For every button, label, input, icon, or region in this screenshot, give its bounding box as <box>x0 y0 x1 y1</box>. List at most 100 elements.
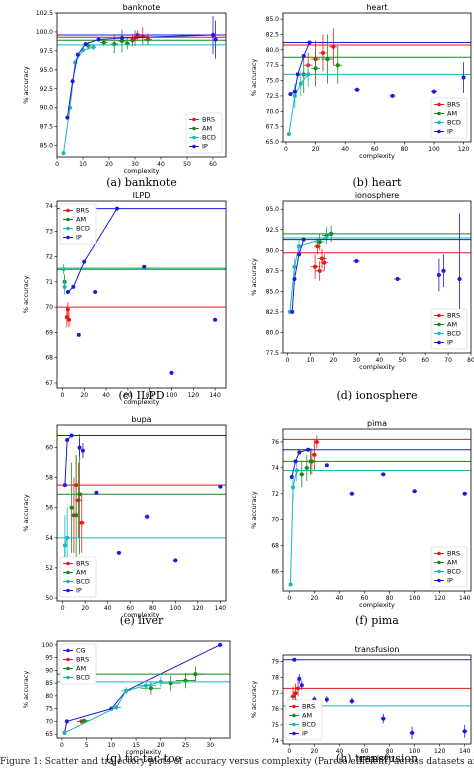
data-point-IP <box>295 72 300 77</box>
data-point-BCD <box>158 679 163 684</box>
legend-label: BCD <box>76 225 90 233</box>
y-tick-label: 90.0 <box>40 105 54 112</box>
data-point-AM <box>82 718 87 723</box>
data-point-IP <box>355 87 360 92</box>
y-tick-label: 92.5 <box>40 86 54 93</box>
y-axis-label: % accuracy <box>250 59 258 97</box>
legend-label: IP <box>76 587 82 595</box>
plot-frame <box>282 428 472 592</box>
y-axis-label: % accuracy <box>22 276 30 314</box>
x-tick-label: 10 <box>108 742 116 749</box>
panel-caption: (d) ionosphere <box>336 389 417 402</box>
legend-label: AM <box>447 321 457 329</box>
data-point-BCD <box>62 543 67 548</box>
data-point-BCD <box>114 705 119 710</box>
plot-frame <box>282 200 472 354</box>
legend-label: IP <box>202 143 208 151</box>
data-point-IP <box>461 75 466 80</box>
data-point-IP <box>297 450 302 455</box>
y-tick-label: 72 <box>271 491 279 498</box>
data-point-AM <box>325 57 330 62</box>
plot-area <box>57 206 226 375</box>
panel-caption: (b) heart <box>353 176 403 189</box>
plot-area <box>283 435 471 587</box>
x-tick-label: 120 <box>188 392 200 399</box>
data-point-BCD <box>143 683 148 688</box>
legend-label: IP <box>76 234 82 242</box>
x-tick-label: 40 <box>157 161 165 168</box>
x-tick-label: 20 <box>81 605 89 612</box>
chart-title: ILPD <box>133 191 151 200</box>
data-point-IP <box>301 237 306 242</box>
legend-swatch-marker <box>66 579 70 584</box>
x-tick-label: 20 <box>312 146 320 153</box>
data-point-IP <box>69 433 74 438</box>
y-axis-label: % accuracy <box>22 66 30 104</box>
data-point-AM <box>329 231 334 236</box>
chart-panel-0: banknote complexity % accuracy 0 10 20 30 40 50 6… <box>22 3 227 189</box>
legend-box <box>430 97 468 139</box>
y-tick-label: 100.0 <box>36 29 53 36</box>
data-point-IP <box>71 284 76 289</box>
data-point-IP <box>293 459 298 464</box>
y-tick-label: 85.0 <box>40 143 54 150</box>
y-tick-label: 102.5 <box>36 10 53 17</box>
data-point-IP <box>290 309 295 314</box>
legend-box <box>430 308 468 350</box>
legend-swatch-marker <box>66 648 70 653</box>
data-point-BRS <box>320 50 325 55</box>
data-point-BCD <box>91 45 96 50</box>
data-point-BRS <box>291 694 296 699</box>
data-point-IP <box>462 491 467 496</box>
legend-box <box>285 699 323 741</box>
legend-label: AM <box>302 712 312 720</box>
x-tick-label: 40 <box>341 146 349 153</box>
data-point-IP <box>349 491 354 496</box>
y-axis-label: % accuracy <box>22 671 30 709</box>
x-tick-label: 60 <box>361 595 369 602</box>
panel-caption: (h) transfusion <box>336 752 418 765</box>
chart-panel-1: heart complexity % accuracy 0 20 40 60 80 100 120… <box>250 3 472 189</box>
x-tick-label: 140 <box>215 605 227 612</box>
legend-label: AM <box>76 569 86 577</box>
legend-label: BRS <box>447 550 460 558</box>
data-point-IP <box>145 514 150 519</box>
legend-label: IP <box>447 128 453 136</box>
data-point-BCD <box>294 468 299 473</box>
data-point-BRS <box>66 317 71 322</box>
y-tick-label: 74 <box>271 738 279 745</box>
x-tick-label: 20 <box>311 595 319 602</box>
plot-area <box>283 28 471 137</box>
legend-swatch-marker <box>437 578 441 583</box>
x-tick-label: 60 <box>361 748 369 755</box>
data-point-IP <box>307 40 312 45</box>
plot-frame <box>56 640 231 739</box>
x-tick-label: 100 <box>409 595 421 602</box>
y-tick-label: 56 <box>45 505 53 512</box>
x-tick-label: 0 <box>286 357 290 364</box>
legend-swatch-marker <box>66 217 70 222</box>
x-tick-label: 0 <box>61 392 65 399</box>
legend-label: AM <box>447 110 457 118</box>
legend-label: BCD <box>302 721 316 729</box>
x-tick-label: 80 <box>146 392 154 399</box>
x-tick-label: 100 <box>170 605 182 612</box>
data-point-IP <box>114 206 119 211</box>
y-tick-label: 85 <box>45 680 53 687</box>
data-point-IP <box>288 92 293 97</box>
x-tick-label: 30 <box>206 742 214 749</box>
data-point-BRS <box>317 268 322 273</box>
x-tick-label: 80 <box>149 605 157 612</box>
data-point-IP <box>218 484 223 489</box>
data-point-IP <box>82 259 87 264</box>
data-point-BRS <box>315 244 320 249</box>
y-tick-label: 87.5 <box>266 268 280 275</box>
panel-caption: (c) ILPD <box>118 389 164 402</box>
data-point-CG <box>218 642 223 647</box>
legend-swatch-marker <box>437 322 441 327</box>
legend-label: BRS <box>202 116 215 124</box>
data-point-IP <box>324 463 329 468</box>
